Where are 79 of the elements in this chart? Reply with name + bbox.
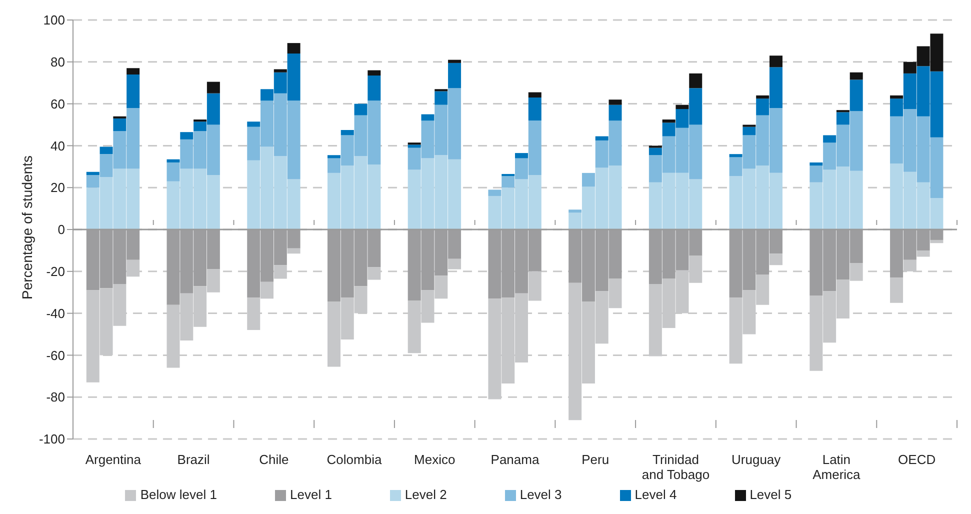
bar — [850, 80, 863, 112]
bar — [327, 155, 340, 158]
bar — [448, 60, 462, 63]
bar — [823, 135, 836, 143]
bar — [126, 68, 140, 74]
bar — [340, 130, 354, 136]
x-tick-label: Chile — [259, 452, 289, 467]
bar — [206, 82, 220, 94]
bar — [608, 104, 622, 121]
x-tick-label: Latin America — [812, 452, 862, 482]
bar — [769, 254, 782, 266]
y-tick-label: -60 — [46, 348, 65, 363]
y-tick-label: 100 — [43, 12, 65, 28]
bar — [448, 62, 462, 88]
bar — [274, 69, 287, 72]
y-tick-label: -80 — [46, 390, 65, 405]
bar — [662, 120, 676, 123]
y-tick-label: -20 — [46, 264, 65, 280]
bar — [421, 114, 434, 121]
bar — [528, 98, 542, 121]
bar — [836, 112, 850, 125]
bar — [528, 92, 542, 98]
bar — [742, 126, 756, 136]
x-tick-label: Argentina — [85, 452, 142, 467]
legend-label: Level 5 — [750, 487, 792, 502]
bar — [354, 104, 368, 116]
bar — [126, 74, 140, 108]
bar — [850, 72, 863, 80]
bar — [568, 210, 582, 213]
legend-label: Level 4 — [634, 487, 677, 502]
bar — [810, 162, 823, 166]
bar — [648, 148, 662, 156]
y-tick-label: 20 — [50, 180, 65, 196]
legend-label: Level 3 — [520, 487, 562, 502]
bar — [368, 76, 381, 101]
x-tick-label: Trinidad and Tobago — [642, 452, 710, 482]
bar — [100, 146, 113, 154]
bar — [582, 172, 595, 187]
bar — [368, 70, 381, 76]
bar — [488, 190, 502, 196]
bar — [166, 159, 180, 162]
bar — [86, 172, 100, 176]
x-tick-label: Mexico — [414, 452, 456, 467]
bar — [113, 118, 126, 132]
bar — [916, 250, 930, 257]
x-tick-label: OECD — [898, 452, 936, 467]
y-tick-label: -100 — [38, 432, 65, 447]
x-tick-label: Brazil — [177, 452, 210, 467]
bar — [890, 95, 904, 99]
y-tick-label: 60 — [50, 96, 65, 112]
bar — [434, 91, 448, 105]
y-tick-label: -40 — [46, 306, 65, 321]
bar — [287, 43, 300, 54]
x-tick-label: Panama — [490, 452, 540, 467]
y-tick-label: 0 — [58, 222, 65, 238]
legend-label: Level 2 — [404, 487, 447, 502]
bar — [247, 122, 260, 127]
x-tick-label: Uruguay — [732, 452, 782, 467]
bar — [769, 56, 782, 68]
bar — [502, 174, 515, 176]
bar — [930, 240, 944, 244]
bar — [180, 132, 194, 140]
x-tick-label: Peru — [582, 452, 610, 467]
bar — [676, 104, 689, 110]
bar — [515, 153, 528, 158]
x-tick-label: Colombia — [326, 452, 382, 467]
y-axis-title: Percentage of students — [18, 156, 35, 300]
y-tick-label: 80 — [50, 54, 65, 70]
bar — [890, 278, 904, 303]
bar — [408, 144, 421, 148]
bar — [595, 136, 608, 140]
bar — [689, 73, 702, 88]
y-tick-label: 40 — [50, 138, 65, 154]
legend-label: Below level 1 — [140, 487, 217, 502]
legend-label: Level 1 — [290, 487, 332, 502]
bar — [287, 248, 300, 254]
bar — [756, 95, 770, 99]
bar — [729, 154, 742, 158]
bar — [608, 100, 622, 105]
